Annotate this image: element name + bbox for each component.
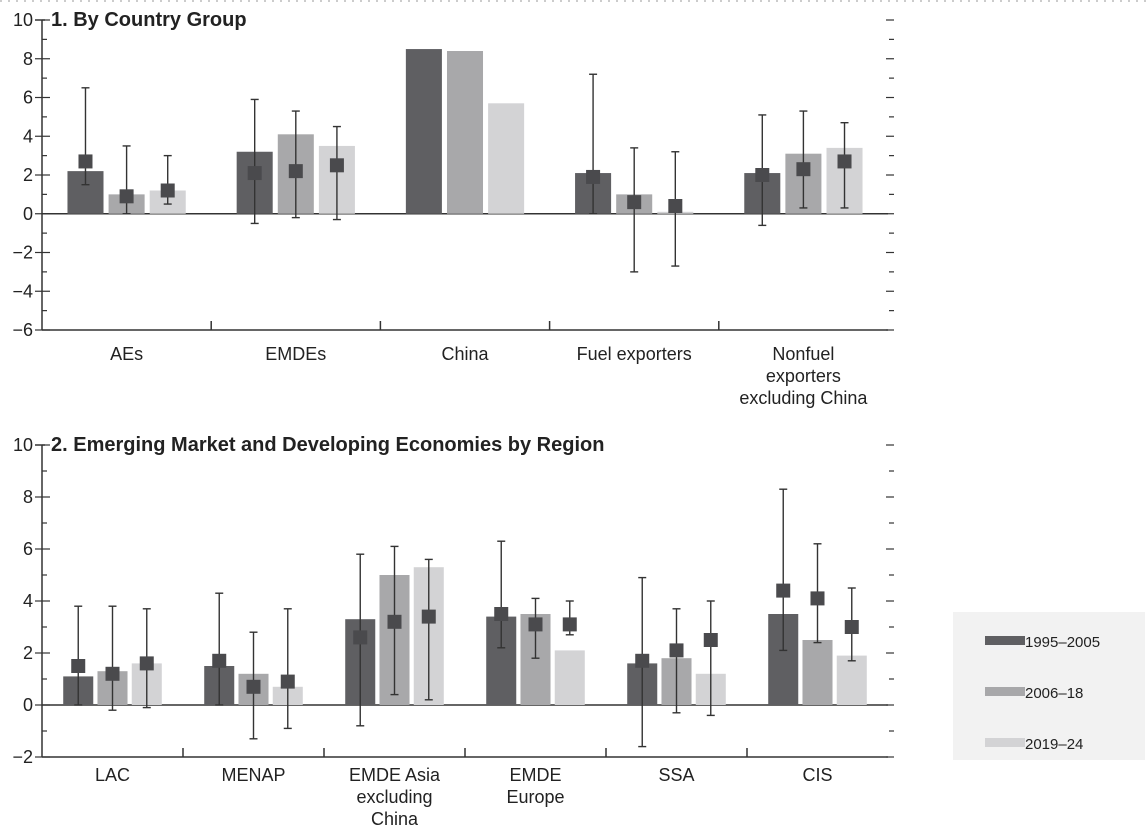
legend-label: 2006–18 [1025,685,1083,702]
median-marker [247,166,262,181]
figure-top-dotted-border [0,0,1148,1]
median-marker [160,183,175,198]
category-label: SSA [658,765,694,785]
legend-label: 1995–2005 [1025,634,1100,651]
median-marker [562,617,577,632]
median-marker [755,168,770,182]
y-tick-label: 6 [23,539,33,559]
legend: 1995–2005 2006–18 2019–24 [953,612,1145,760]
bar [488,103,525,214]
median-marker [246,679,261,694]
median-marker [212,653,227,668]
category-label: China [441,344,489,364]
panel-title: 1. By Country Group [51,9,247,31]
median-marker [810,591,825,606]
legend-swatch [985,738,1025,747]
y-tick-label: 8 [23,487,33,507]
median-marker [703,633,718,647]
median-marker [635,653,650,668]
category-label: excluding [356,787,432,807]
category-label: LAC [95,765,130,785]
category-label: EMDE Asia [349,765,441,785]
panel-emde-by-region: −2 0 2 4 6 8 10 2. Emerging Market and Developi… [12,434,894,829]
category-label: excluding China [739,388,868,408]
category-label: AEs [110,344,143,364]
y-tick-label: −2 [12,747,33,767]
median-marker [421,609,436,624]
y-tick-label: 2 [23,643,33,663]
y-tick-label: −6 [12,320,33,340]
category-label: Europe [506,787,564,807]
median-marker [796,162,811,177]
y-tick-label: 8 [23,49,33,69]
bar [446,51,484,214]
median-marker [669,643,684,658]
median-marker [353,630,368,645]
median-marker [288,164,303,179]
bar [802,640,833,705]
median-marker [78,154,93,169]
bar [405,49,442,214]
median-marker [329,158,344,173]
category-label: China [371,809,419,829]
category-label: CIS [802,765,832,785]
median-marker [844,620,859,634]
category-label: MENAP [221,765,285,785]
median-marker [586,169,601,184]
legend-swatch [985,636,1025,645]
y-tick-label: 4 [23,126,33,146]
y-tick-label: 0 [23,695,33,715]
panel-by-country-group: −6 −4 −2 0 2 4 6 8 10 1. By Country Group AEs EMDEs… [12,9,894,408]
y-tick-label: 2 [23,165,33,185]
median-marker [837,154,852,169]
panel-title: 2. Emerging Market and Developing Econom… [51,434,604,456]
median-marker [119,189,134,204]
legend-label: 2019–24 [1025,736,1083,753]
y-tick-label: −4 [12,281,33,301]
category-label: exporters [766,366,841,386]
median-marker [105,666,120,681]
median-marker [494,607,509,621]
category-label: Nonfuel [772,344,834,364]
bar [554,650,585,705]
median-marker [776,583,791,598]
median-marker [139,656,154,671]
median-marker [668,199,683,213]
y-tick-label: 10 [13,10,33,30]
y-tick-label: 6 [23,88,33,108]
median-marker [387,614,402,629]
y-tick-label: −2 [12,243,33,263]
median-marker [627,195,642,210]
median-marker [280,674,295,689]
y-tick-label: 0 [23,204,33,224]
y-tick-label: 4 [23,591,33,611]
category-label: EMDE [509,765,561,785]
median-marker [528,617,543,632]
category-label: Fuel exporters [577,344,692,364]
legend-swatch [985,687,1025,696]
category-label: EMDEs [265,344,326,364]
y-tick-label: 10 [13,435,33,455]
median-marker [71,659,86,673]
bar [836,655,867,705]
